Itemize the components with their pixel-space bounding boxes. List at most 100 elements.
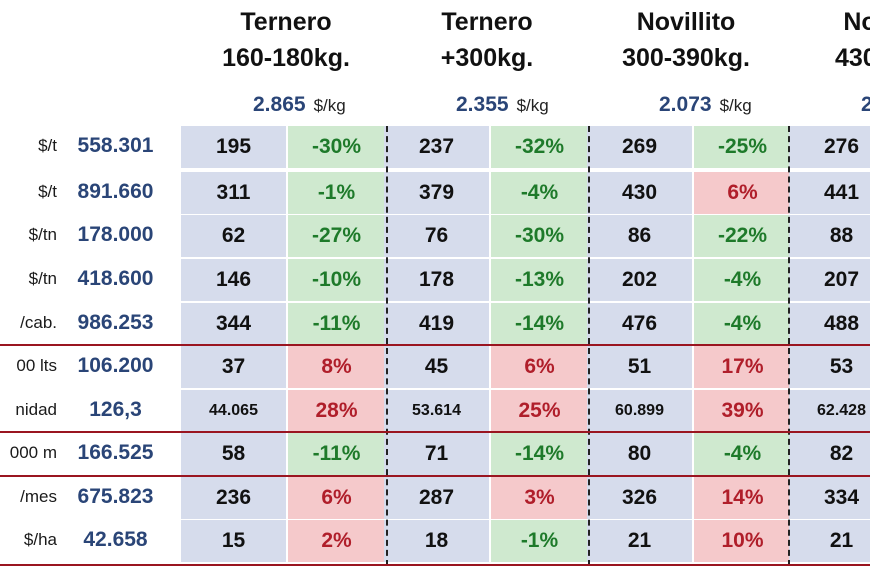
column-price: 2 — [861, 90, 870, 120]
table-cell-percent: 8% — [288, 346, 385, 388]
table-cell-percent: -30% — [491, 215, 588, 257]
row-reference-value: 418.600 — [77, 267, 154, 290]
row-unit-label: 00 lts — [16, 356, 57, 375]
price-unit: $/kg — [516, 96, 549, 115]
table-cell-value: 53 — [789, 346, 870, 388]
table-cell-percent: -22% — [694, 215, 791, 257]
table-cell-value: 202 — [587, 259, 692, 301]
table-cell-percent: 3% — [491, 477, 588, 519]
table-cell-percent: 39% — [694, 390, 791, 432]
table-cell-value: 276 — [789, 126, 870, 168]
price-unit: $/kg — [719, 96, 752, 115]
table-cell-value: 86 — [587, 215, 692, 257]
table-cell-value: 311 — [181, 172, 286, 214]
table-cell-percent: -4% — [694, 433, 791, 475]
table-cell-value: 58 — [181, 433, 286, 475]
table-cell-value: 62.428 — [789, 390, 870, 432]
price-value: 2 — [861, 93, 870, 116]
table-cell-value: 419 — [384, 303, 489, 345]
table-cell-value: 88 — [789, 215, 870, 257]
table-cell-percent: 10% — [694, 520, 791, 562]
table-cell-percent: -30% — [288, 126, 385, 168]
table-cell-value: 430 — [587, 172, 692, 214]
row-reference-value: 178.000 — [77, 223, 154, 246]
table-cell-value: 82 — [789, 433, 870, 475]
group-separator — [0, 475, 870, 477]
table-cell-value: 269 — [587, 126, 692, 168]
table-cell-value: 344 — [181, 303, 286, 345]
column-header-line2: +300kg. — [440, 44, 534, 72]
price-value: 2.865 — [253, 93, 306, 116]
table-cell-value: 37 — [181, 346, 286, 388]
table-cell-percent: -4% — [694, 259, 791, 301]
price-value: 2.073 — [659, 93, 712, 116]
table-cell-percent: -11% — [288, 433, 385, 475]
row-unit-label: $/tn — [28, 225, 57, 244]
table-cell-percent: 28% — [288, 390, 385, 432]
table-cell-percent: 14% — [694, 477, 791, 519]
row-reference-value: 558.301 — [77, 134, 154, 157]
row-reference-value: 126,3 — [89, 398, 142, 421]
row-reference-value: 166.525 — [77, 441, 154, 464]
row-unit-label: /cab. — [20, 313, 57, 332]
table-cell-value: 76 — [384, 215, 489, 257]
row-unit-label: /mes — [20, 487, 57, 506]
row-reference-value: 675.823 — [77, 485, 154, 508]
column-header-line2: 160-180kg. — [222, 44, 350, 72]
table-cell-percent: -13% — [491, 259, 588, 301]
table-cell-percent: -14% — [491, 433, 588, 475]
table-cell-percent: -1% — [288, 172, 385, 214]
column-header-line1: Novillito — [636, 8, 736, 36]
table-cell-value: 60.899 — [587, 390, 692, 432]
column-separator — [788, 126, 790, 566]
group-separator — [0, 344, 870, 346]
table-cell-value: 476 — [587, 303, 692, 345]
table-cell-value: 326 — [587, 477, 692, 519]
table-cell-value: 178 — [384, 259, 489, 301]
row-reference-value: 42.658 — [83, 528, 148, 551]
table-cell-value: 15 — [181, 520, 286, 562]
table-cell-value: 441 — [789, 172, 870, 214]
table-cell-value: 488 — [789, 303, 870, 345]
group-separator — [0, 564, 870, 566]
table-cell-value: 21 — [789, 520, 870, 562]
table-cell-value: 80 — [587, 433, 692, 475]
table-cell-percent: -10% — [288, 259, 385, 301]
row-unit-label: $/tn — [28, 269, 57, 288]
table-cell-percent: 6% — [694, 172, 791, 214]
table-cell-value: 237 — [384, 126, 489, 168]
table-cell-value: 44.065 — [181, 390, 286, 432]
table-cell-percent: -25% — [694, 126, 791, 168]
row-reference-value: 891.660 — [77, 180, 154, 203]
column-header-line1: Ternero — [441, 8, 533, 36]
row-reference-value: 986.253 — [77, 311, 154, 334]
column-header: Novillito 300-390kg. — [586, 4, 786, 76]
column-header: Ternero 160-180kg. — [186, 4, 386, 76]
row-unit-label: nidad — [15, 400, 57, 419]
table-cell-percent: -4% — [491, 172, 588, 214]
row-unit-label: 000 m — [9, 443, 57, 462]
table-cell-value: 62 — [181, 215, 286, 257]
table-cell-percent: 25% — [491, 390, 588, 432]
table-cell-percent: -27% — [288, 215, 385, 257]
table-cell-value: 287 — [384, 477, 489, 519]
price-value: 2.355 — [456, 93, 509, 116]
column-header-line1: Ternero — [240, 8, 332, 36]
column-separator — [588, 126, 590, 566]
row-reference-value: 106.200 — [77, 354, 154, 377]
table-cell-value: 71 — [384, 433, 489, 475]
price-unit: $/kg — [313, 96, 346, 115]
row-unit-label: $/t — [38, 182, 57, 201]
table-cell-value: 195 — [181, 126, 286, 168]
table-cell-percent: 17% — [694, 346, 791, 388]
column-header: No 430- — [760, 4, 870, 76]
table-cell-percent: -11% — [288, 303, 385, 345]
table-cell-percent: -4% — [694, 303, 791, 345]
column-header-line1: No — [843, 8, 870, 36]
table-cell-percent: 6% — [491, 346, 588, 388]
table-cell-value: 379 — [384, 172, 489, 214]
table-cell-value: 45 — [384, 346, 489, 388]
table-cell-value: 53.614 — [384, 390, 489, 432]
row-unit-label: $/t — [38, 136, 57, 155]
table-cell-percent: -14% — [491, 303, 588, 345]
